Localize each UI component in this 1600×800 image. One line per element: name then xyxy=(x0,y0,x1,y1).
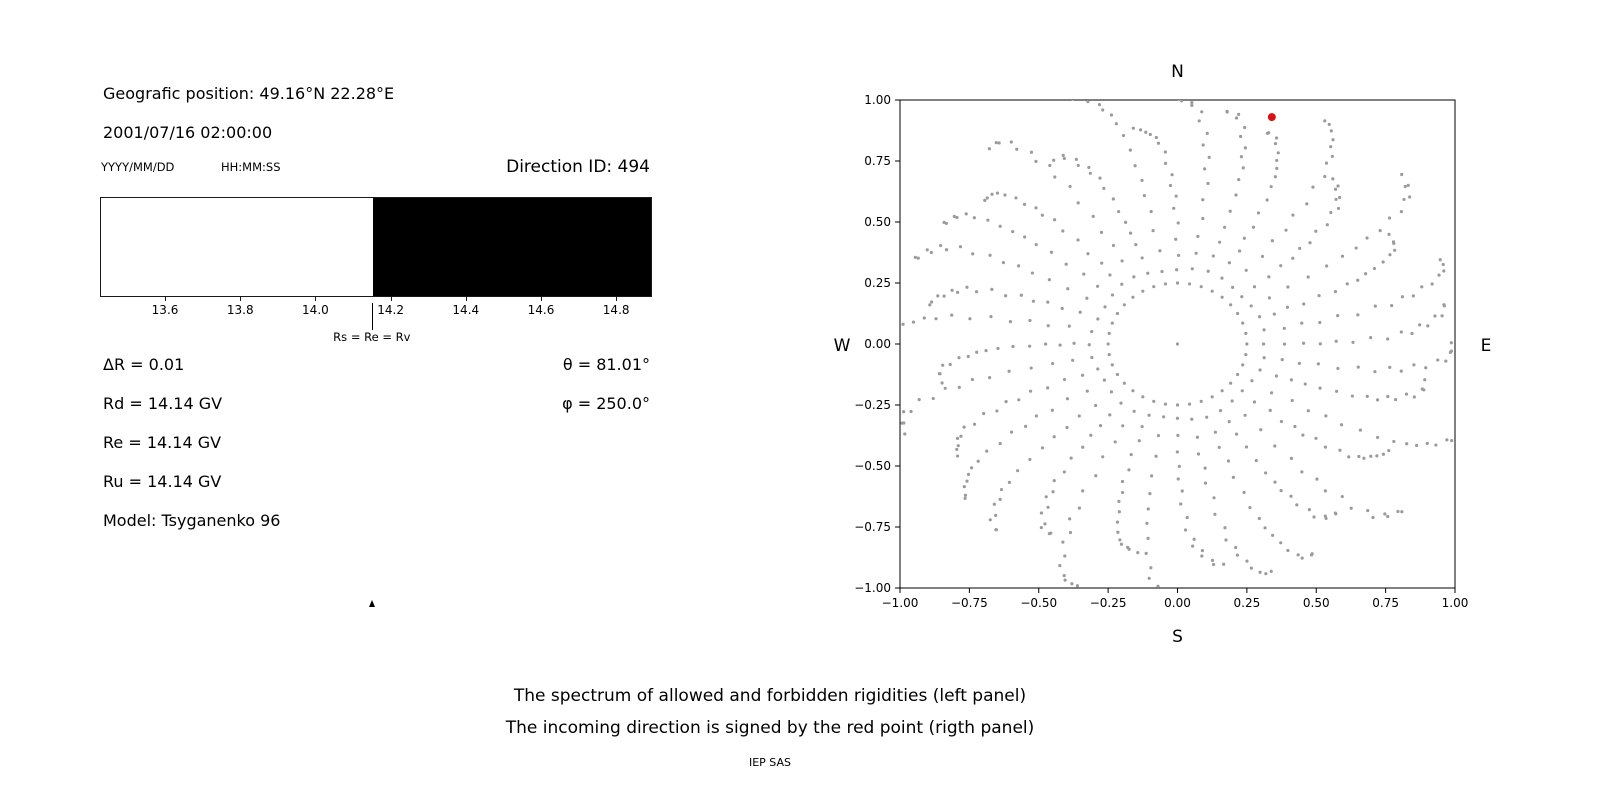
rd-value: Rd = 14.14 GV xyxy=(103,394,223,413)
credit-label: IEP SAS xyxy=(748,756,792,769)
spectrum-x-tick xyxy=(240,297,242,301)
y-tick-label: 1.00 xyxy=(864,93,891,107)
y-tick-label: 0.50 xyxy=(864,215,891,229)
x-tick-label: 0.00 xyxy=(1164,596,1191,610)
datetime-label: 2001/07/16 02:00:00 xyxy=(103,123,273,142)
spectrum-x-tick xyxy=(390,297,392,301)
spectrum-x-tick-label: 13.6 xyxy=(151,303,179,317)
x-tick-label: −0.25 xyxy=(1090,596,1127,610)
date-format-label: YYYY/MM/DD xyxy=(101,160,175,174)
spectrum-x-tick-label: 14.8 xyxy=(602,303,630,317)
x-tick-label: 0.75 xyxy=(1372,596,1399,610)
incoming-direction-point xyxy=(1267,113,1276,122)
y-tick-label: 0.00 xyxy=(864,337,891,351)
compass-label-bottom: S xyxy=(1172,627,1183,647)
x-tick-label: 0.50 xyxy=(1303,596,1330,610)
x-tick-label: 1.00 xyxy=(1442,596,1469,610)
spectrum-x-tick xyxy=(315,297,317,301)
y-tick-label: −1.00 xyxy=(854,581,891,595)
cutoff-arrow xyxy=(368,303,375,607)
phi-value: φ = 250.0° xyxy=(562,394,650,413)
theta-value: θ = 81.01° xyxy=(562,355,650,374)
spectrum-x-tick xyxy=(165,297,167,301)
cutoff-arrow-head xyxy=(368,600,375,607)
spectrum-x-tick xyxy=(540,297,542,301)
caption-line-1: The spectrum of allowed and forbidden ri… xyxy=(513,686,1027,706)
direction-id-label: Direction ID: 494 xyxy=(506,157,650,177)
y-tick-label: −0.75 xyxy=(854,520,891,534)
x-tick-label: −0.75 xyxy=(951,596,988,610)
time-format-label: HH:MM:SS xyxy=(221,160,281,174)
y-tick-label: −0.50 xyxy=(854,459,891,473)
spectrum-x-tick xyxy=(616,297,618,301)
delta-r-value: ΔR = 0.01 xyxy=(103,355,185,374)
y-tick-label: 0.75 xyxy=(864,154,891,168)
spectrum-x-tick-label: 14.2 xyxy=(377,303,404,317)
compass-label-left: W xyxy=(834,336,851,356)
spectrum-x-tick-label: 14.0 xyxy=(302,303,329,317)
caption-line-2: The incoming direction is signed by the … xyxy=(505,718,1035,738)
geographic-position-label: Geografic position: 49.16°N 22.28°E xyxy=(103,84,395,103)
asymptotic-direction-points xyxy=(900,100,1455,588)
incoming-direction-plot: −1.00 −0.75 −0.50 −0.25 0.00 0.25 0.50 0.75 1.00… xyxy=(834,62,1492,647)
re-value: Re = 14.14 GV xyxy=(103,433,222,452)
spectrum-x-tick-label: 13.8 xyxy=(226,303,254,317)
spectrum-region-forbidden xyxy=(372,198,651,296)
compass-label-right: E xyxy=(1481,336,1492,356)
y-tick-label: 0.25 xyxy=(864,276,891,290)
ru-value: Ru = 14.14 GV xyxy=(103,472,222,491)
spectrum-x-tick xyxy=(465,297,467,301)
x-tick-label: −1.00 xyxy=(882,596,919,610)
x-tick-label: −0.50 xyxy=(1020,596,1057,610)
spectrum-x-tick-label: 14.4 xyxy=(452,303,480,317)
compass-label-top: N xyxy=(1171,62,1184,82)
model-label: Model: Tsyganenko 96 xyxy=(103,511,281,530)
cutoff-arrow-label: Rs = Re = Rv xyxy=(333,330,411,344)
spectrum-x-tick-label: 14.6 xyxy=(527,303,555,317)
spectrum-region-allowed xyxy=(101,198,373,296)
y-tick-label: −0.25 xyxy=(854,398,891,412)
rigidity-info-panel: Geografic position: 49.16°N 22.28°E 2001… xyxy=(100,0,652,607)
rigidity-spectrum-box xyxy=(100,197,652,297)
x-tick-label: 0.25 xyxy=(1234,596,1261,610)
